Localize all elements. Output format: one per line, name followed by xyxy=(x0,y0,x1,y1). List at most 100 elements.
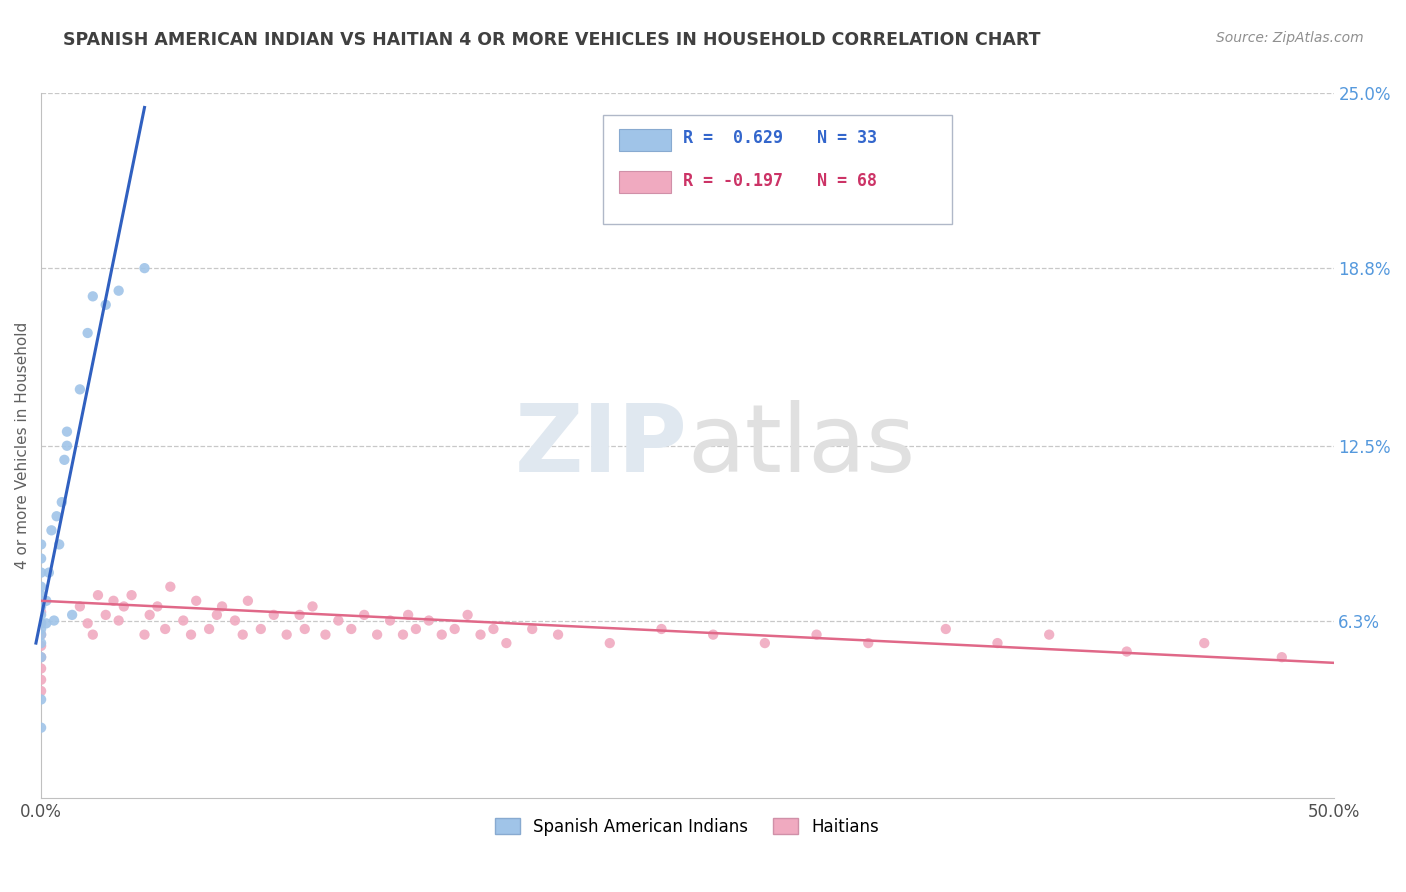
Point xyxy=(30,650,52,665)
Point xyxy=(378,614,401,628)
Point xyxy=(986,636,1008,650)
Point xyxy=(112,599,135,614)
Point xyxy=(30,599,52,614)
Point xyxy=(94,607,117,622)
Point xyxy=(30,616,52,631)
Point xyxy=(51,495,73,509)
Point xyxy=(48,537,70,551)
Point xyxy=(702,627,724,641)
Point xyxy=(366,627,388,641)
Point xyxy=(294,622,316,636)
Point xyxy=(30,650,52,665)
Point xyxy=(396,607,419,622)
Point xyxy=(30,588,52,602)
Point xyxy=(159,580,181,594)
Bar xyxy=(619,171,671,194)
Point xyxy=(858,636,880,650)
Point xyxy=(30,661,52,675)
Point xyxy=(134,261,156,276)
Point xyxy=(30,605,52,619)
Point xyxy=(107,284,129,298)
Point xyxy=(232,627,254,641)
Point xyxy=(30,594,52,608)
Point xyxy=(69,383,91,397)
Text: R = -0.197: R = -0.197 xyxy=(683,172,783,190)
Point xyxy=(495,636,517,650)
Point xyxy=(430,627,453,641)
Point xyxy=(482,622,505,636)
Point xyxy=(69,599,91,614)
Y-axis label: 4 or more Vehicles in Household: 4 or more Vehicles in Household xyxy=(15,322,30,569)
Point xyxy=(45,509,67,524)
Point xyxy=(328,614,350,628)
Bar xyxy=(619,128,671,151)
Point xyxy=(76,326,98,340)
Point xyxy=(56,439,79,453)
Point xyxy=(60,607,83,622)
Point xyxy=(650,622,672,636)
Point xyxy=(180,627,202,641)
Text: ZIP: ZIP xyxy=(515,400,688,491)
Text: R =  0.629: R = 0.629 xyxy=(683,129,783,147)
Point xyxy=(224,614,246,628)
Point xyxy=(103,594,125,608)
Point xyxy=(276,627,298,641)
Point xyxy=(263,607,285,622)
Text: N = 33: N = 33 xyxy=(817,129,876,147)
Point xyxy=(211,599,233,614)
Point xyxy=(314,627,336,641)
Point xyxy=(76,616,98,631)
Text: SPANISH AMERICAN INDIAN VS HAITIAN 4 OR MORE VEHICLES IN HOUSEHOLD CORRELATION C: SPANISH AMERICAN INDIAN VS HAITIAN 4 OR … xyxy=(63,31,1040,49)
Point xyxy=(35,616,58,631)
Point xyxy=(35,594,58,608)
Point xyxy=(107,614,129,628)
Text: atlas: atlas xyxy=(688,400,915,491)
Point xyxy=(547,627,569,641)
Point xyxy=(82,289,104,303)
Point xyxy=(457,607,479,622)
Point xyxy=(935,622,957,636)
Point xyxy=(470,627,492,641)
Point xyxy=(1194,636,1216,650)
Point xyxy=(53,453,76,467)
Point xyxy=(599,636,621,650)
Point xyxy=(30,639,52,653)
Point xyxy=(42,614,65,628)
Point xyxy=(30,551,52,566)
FancyBboxPatch shape xyxy=(603,114,952,224)
Point xyxy=(30,594,52,608)
Point xyxy=(121,588,143,602)
Point xyxy=(1271,650,1294,665)
Point xyxy=(1115,644,1137,658)
Point xyxy=(443,622,465,636)
Point xyxy=(198,622,221,636)
Point xyxy=(30,607,52,622)
Point xyxy=(353,607,375,622)
Point xyxy=(30,684,52,698)
Text: Source: ZipAtlas.com: Source: ZipAtlas.com xyxy=(1216,31,1364,45)
Point xyxy=(186,594,208,608)
Point xyxy=(30,627,52,641)
Point xyxy=(754,636,776,650)
Point xyxy=(172,614,194,628)
Point xyxy=(1038,627,1060,641)
Point xyxy=(138,607,160,622)
Point xyxy=(30,622,52,636)
Point xyxy=(146,599,169,614)
Point xyxy=(405,622,427,636)
Point xyxy=(522,622,544,636)
Point xyxy=(340,622,363,636)
Point xyxy=(30,692,52,706)
Point xyxy=(418,614,440,628)
Point xyxy=(30,616,52,631)
Point xyxy=(392,627,415,641)
Point xyxy=(153,622,176,636)
Point xyxy=(30,580,52,594)
Point xyxy=(806,627,828,641)
Point xyxy=(288,607,311,622)
Text: N = 68: N = 68 xyxy=(817,172,876,190)
Point xyxy=(30,566,52,580)
Point xyxy=(30,673,52,687)
Point xyxy=(87,588,110,602)
Point xyxy=(301,599,323,614)
